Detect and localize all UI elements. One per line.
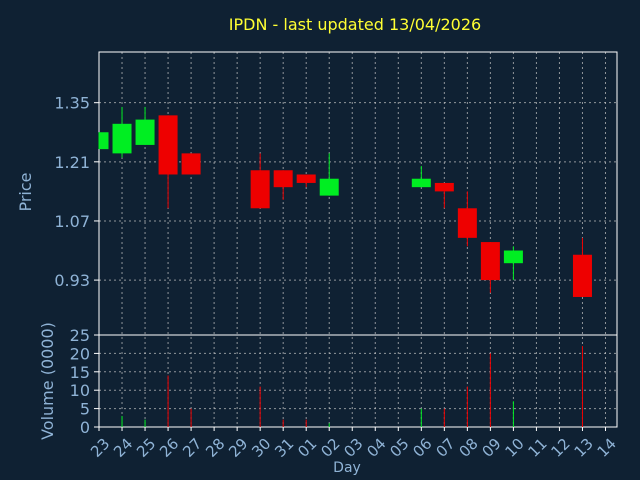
candle-body-down: [572, 254, 592, 297]
candle-body-down: [434, 182, 454, 192]
candle-body-down: [181, 153, 201, 175]
candle-body-down: [158, 115, 178, 175]
price-axis-label: Price: [16, 172, 35, 211]
axes: 1.351.211.070.93252015105023242526272829…: [54, 94, 619, 461]
candle-body-down: [250, 170, 270, 209]
volume-plot-frame: [98, 334, 618, 428]
x-axis-label: Day: [333, 460, 361, 476]
price-panel: [98, 106, 592, 297]
plot-frames: [98, 51, 618, 428]
candle-body-up: [135, 119, 155, 145]
volume-tick-label: 10: [70, 381, 90, 400]
chart-title: IPDN - last updated 13/04/2026: [229, 15, 481, 34]
candle-body-up: [99, 132, 109, 150]
volume-panel: [121, 346, 583, 427]
volume-tick-label: 20: [70, 344, 90, 363]
price-tick-label: 1.35: [54, 94, 90, 113]
candle-body-down: [296, 174, 316, 183]
candle-body-up: [503, 250, 523, 264]
candle-body-up: [319, 178, 339, 196]
volume-tick-label: 25: [70, 326, 90, 345]
candle-body-down: [480, 242, 500, 281]
candle-body-up: [112, 123, 132, 154]
price-plot-frame: [98, 51, 618, 336]
candle-body-down: [457, 208, 477, 238]
grid: [98, 52, 617, 427]
x-tick-label: 14: [594, 435, 620, 461]
volume-axis-label: Volume (0000): [38, 322, 57, 440]
volume-tick-label: 5: [80, 400, 90, 419]
volume-tick-label: 0: [80, 418, 90, 437]
candle-body-up: [411, 178, 431, 188]
price-tick-label: 0.93: [54, 271, 90, 290]
volume-tick-label: 15: [70, 363, 90, 382]
candle-body-down: [273, 170, 293, 188]
price-tick-label: 1.07: [54, 212, 90, 231]
price-tick-label: 1.21: [54, 153, 90, 172]
